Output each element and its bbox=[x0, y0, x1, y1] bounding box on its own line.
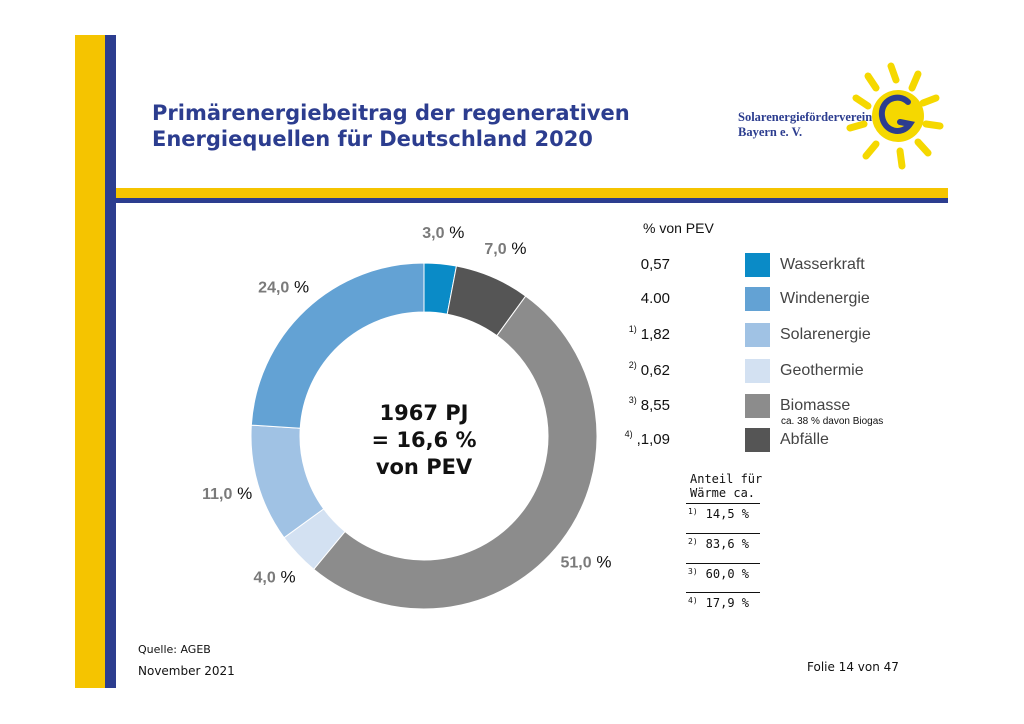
legend-header: % von PEV bbox=[643, 220, 714, 236]
legend-swatch bbox=[745, 359, 770, 383]
legend-footnote-marker: 2) bbox=[628, 360, 637, 370]
legend-swatch bbox=[745, 253, 770, 277]
legend-item: 2) 0,62 Geothermie bbox=[629, 359, 940, 385]
legend-label: Biomasse bbox=[780, 397, 851, 414]
heat-table-row: 3) 60,0 % bbox=[688, 567, 749, 581]
slice-label-abfälle: 7,0 % bbox=[484, 239, 526, 258]
legend-swatch bbox=[745, 323, 770, 347]
heat-table-divider bbox=[686, 503, 760, 504]
slice-label-wasserkraft: 3,0 % bbox=[422, 223, 464, 242]
legend-footnote-marker: 3) bbox=[628, 395, 637, 405]
heat-table-header: Anteil für Wärme ca. bbox=[690, 472, 762, 500]
legend-item: 4) ,1,09 Abfälle bbox=[625, 428, 940, 454]
heat-table-divider bbox=[686, 592, 760, 593]
legend-label: Geothermie bbox=[780, 362, 864, 379]
heat-table-row: 2) 83,6 % bbox=[688, 537, 749, 551]
heat-table-row: 1) 14,5 % bbox=[688, 507, 749, 521]
legend-label: Solarenergie bbox=[780, 326, 871, 343]
slice-label-biomasse: 51,0 % bbox=[560, 553, 611, 572]
legend-value: 1) 1,82 bbox=[628, 324, 670, 343]
left-accent-bar-blue bbox=[105, 35, 116, 688]
heat-table-row: 4) 17,9 % bbox=[688, 596, 749, 610]
legend-swatch bbox=[745, 428, 770, 452]
legend-value: 3) 8,55 bbox=[628, 395, 670, 414]
legend-sublabel: ca. 38 % davon Biogas bbox=[781, 416, 884, 427]
legend-footnote-marker: 4) bbox=[624, 429, 633, 439]
legend-footnote-marker: 1) bbox=[628, 324, 637, 334]
legend-value: 2) 0,62 bbox=[628, 360, 670, 379]
center-text-line-1: 1967 PJ bbox=[380, 401, 469, 425]
legend-item: 4.00 Windenergie bbox=[640, 287, 940, 313]
header-divider-blue bbox=[116, 198, 948, 203]
legend-label: Wasserkraft bbox=[780, 256, 865, 273]
center-text-line-2: = 16,6 % bbox=[371, 428, 476, 452]
center-text-line-3: von PEV bbox=[376, 455, 473, 479]
left-accent-bar-yellow bbox=[75, 35, 105, 688]
legend-label: Abfälle bbox=[780, 431, 829, 448]
legend-value: 0,57 bbox=[640, 256, 670, 273]
title-line-1: Primärenergiebeitrag der regenerativen bbox=[152, 101, 630, 125]
legend-value: 4) ,1,09 bbox=[624, 429, 670, 448]
legend-item: 0,57 Wasserkraft bbox=[640, 253, 940, 279]
source-note: Quelle: AGEB bbox=[138, 643, 211, 656]
legend-value: 4.00 bbox=[640, 290, 670, 307]
slice-label-windenergie: 24,0 % bbox=[258, 278, 309, 297]
date-note: November 2021 bbox=[138, 664, 235, 678]
sun-logo-icon bbox=[846, 62, 944, 170]
heat-table-divider bbox=[686, 563, 760, 564]
logo-line-2: Bayern e. V. bbox=[738, 125, 803, 139]
header-divider-yellow bbox=[116, 188, 948, 198]
title-line-2: Energiequellen für Deutschland 2020 bbox=[152, 127, 593, 151]
legend-item: 1) 1,82 Solarenergie bbox=[629, 323, 940, 349]
slide-title: Primärenergiebeitrag der regenerativen E… bbox=[152, 100, 630, 152]
slice-label-geothermie: 4,0 % bbox=[254, 567, 296, 586]
heat-header-line-1: Anteil für bbox=[690, 472, 763, 486]
logo-line-1: Solarenergieförderverein bbox=[738, 110, 873, 124]
donut-slice-windenergie bbox=[250, 262, 425, 429]
donut-slice-biomasse bbox=[313, 295, 598, 610]
legend-swatch bbox=[745, 394, 770, 418]
logo-text: Solarenergieförderverein Bayern e. V. bbox=[738, 110, 872, 140]
legend-label: Windenergie bbox=[780, 290, 870, 307]
heat-header-line-2: Wärme ca. bbox=[690, 486, 756, 500]
heat-table-divider bbox=[686, 533, 760, 534]
slide-number: Folie 14 von 47 bbox=[807, 660, 899, 674]
legend-item: 3) 8,55 Biomasse ca. 38 % davon Biogas bbox=[629, 394, 940, 427]
legend-swatch bbox=[745, 287, 770, 311]
slice-label-solarenergie: 11,0 % bbox=[202, 484, 252, 503]
